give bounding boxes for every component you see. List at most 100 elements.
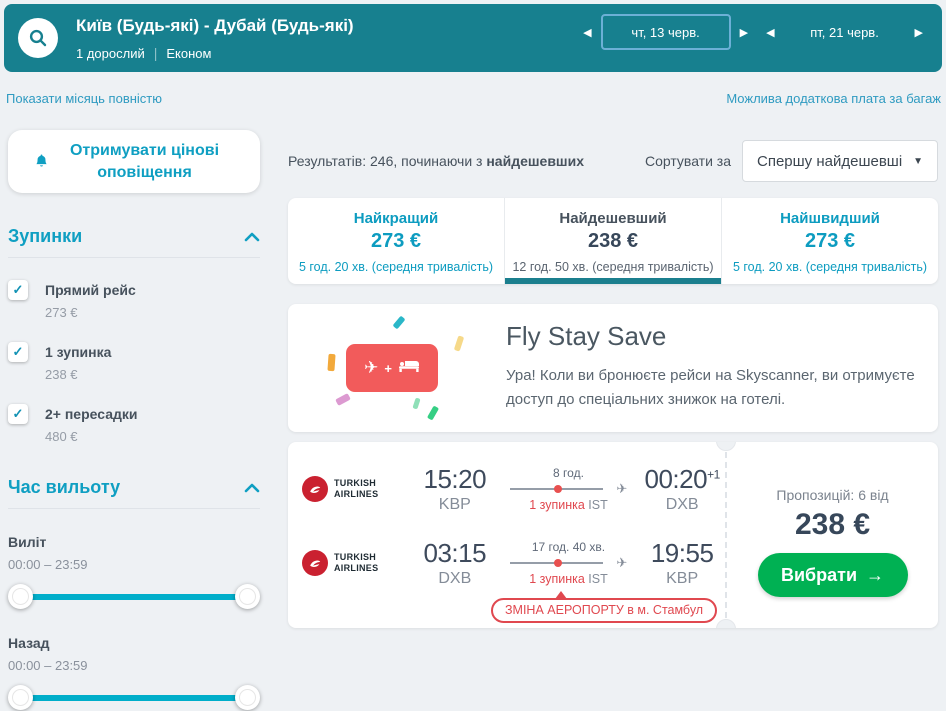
depart-date-prev-icon[interactable]: ◀ <box>583 26 592 39</box>
airline-logo: TURKISH AIRLINES <box>302 550 412 576</box>
sort-selected-value: Спершу найдешевші <box>757 152 903 170</box>
depart-date-selector[interactable]: чт, 13 черв. <box>600 14 731 50</box>
tab-price: 273 € <box>804 230 856 252</box>
leg-duration: 8 год. <box>553 466 584 480</box>
outbound-time-slider[interactable] <box>8 584 260 610</box>
price-panel: Пропозицій: 6 від 238 € Вибрати → <box>727 442 938 628</box>
airline-name: TURKISH AIRLINES <box>334 478 378 500</box>
ticket-perforation-divider <box>725 442 727 628</box>
outbound-time-range: 00:00 – 23:59 <box>8 557 88 573</box>
leg-duration-block: 17 год. 40 хв. ✈ 1 зупинка IST <box>498 540 640 586</box>
tab-price: 273 € <box>370 230 422 252</box>
results-main: Результатів: 246, починаючи з найдешевши… <box>288 126 938 628</box>
active-tab-underline <box>504 278 722 284</box>
outbound-time-label: Виліт <box>8 534 47 551</box>
airline-name-line1: TURKISH <box>334 478 377 489</box>
return-date-selector[interactable]: пт, 21 черв. <box>810 24 879 40</box>
section-divider <box>8 508 260 510</box>
departure-airport-code: KBP <box>438 496 471 513</box>
arrival-time: 19:55 <box>650 538 714 568</box>
arrival-endpoint: 19:55 KBP <box>639 538 725 588</box>
show-full-month-link[interactable]: Показати місяць повністю <box>6 91 163 106</box>
stops-option-label: 1 зупинка <box>45 344 112 361</box>
plus-sign: + <box>384 360 392 376</box>
stop-dot <box>554 485 563 493</box>
airline-name-line2: AIRLINES <box>334 563 379 573</box>
slider-handle-max[interactable] <box>235 584 260 610</box>
tab-label: Найшвидший <box>780 210 880 227</box>
turkish-airlines-icon <box>302 476 328 502</box>
cabin-class-label: Економ <box>166 45 212 61</box>
airline-name: TURKISH AIRLINES <box>334 552 378 574</box>
departure-time: 03:15 <box>423 538 487 568</box>
plane-icon: ✈ <box>364 358 379 377</box>
price-alerts-button[interactable]: Отримувати цінові оповіщення <box>8 130 260 194</box>
fly-stay-save-badge: ✈ + <box>346 344 438 392</box>
slider-handle-min[interactable] <box>8 584 33 610</box>
promo-card: ✈ + Fly Stay Save Ура! Коли ви бронюєте … <box>288 304 938 432</box>
confetti-piece <box>426 405 440 421</box>
times-collapse-chevron-icon[interactable] <box>244 477 260 498</box>
outbound-leg: TURKISH AIRLINES 15:20 KBP 8 год. ✈ <box>288 452 725 526</box>
stops-option-label: 2+ пересадки <box>45 406 138 423</box>
bell-icon <box>34 153 49 174</box>
search-icon[interactable] <box>18 18 58 58</box>
tab-cheapest[interactable]: Найдешевший 238 € 12 год. 50 хв. (середн… <box>504 198 721 284</box>
slider-handle-min[interactable] <box>8 685 33 711</box>
slider-track <box>12 594 256 601</box>
plane-icon: ✈ <box>616 481 628 496</box>
flight-result-card[interactable]: TURKISH AIRLINES 15:20 KBP 8 год. ✈ <box>288 442 938 628</box>
stops-option-direct: ✓ Прямий рейс 273 € <box>8 280 260 320</box>
stops-option-one-stop: ✓ 1 зупинка 238 € <box>8 342 260 382</box>
confetti-piece <box>453 335 465 352</box>
tab-label: Найкращий <box>353 210 439 227</box>
stops-option-price: 273 € <box>45 305 78 321</box>
baggage-fee-link[interactable]: Можлива додаткова плата за багаж <box>726 91 941 106</box>
tab-label: Найдешевший <box>559 210 667 227</box>
sort-dropdown[interactable]: Спершу найдешевші ▼ <box>742 140 938 182</box>
turkish-airlines-icon <box>302 550 328 576</box>
one-stop-checkbox[interactable]: ✓ <box>8 342 28 363</box>
airline-name-line2: AIRLINES <box>334 489 379 499</box>
return-time-slider[interactable] <box>8 685 260 711</box>
depart-date-next-icon[interactable]: ▶ <box>739 26 749 39</box>
return-date-next-icon[interactable]: ▶ <box>914 26 923 39</box>
select-button-label: Вибрати <box>780 564 858 585</box>
tab-duration: 12 год. 50 хв. (середня тривалість) <box>512 260 714 274</box>
route-title: Київ (Будь-які) - Дубай (Будь-які) <box>76 16 354 35</box>
section-divider <box>8 257 260 259</box>
two-plus-stops-checkbox[interactable]: ✓ <box>8 404 28 425</box>
results-summary-bold: найдешевших <box>486 153 584 169</box>
stops-count: 1 зупинка <box>529 498 585 512</box>
stops-collapse-chevron-icon[interactable] <box>244 226 260 247</box>
departure-times-section-title: Час вильоту <box>8 477 121 498</box>
tab-duration: 5 год. 20 хв. (середня тривалість) <box>732 260 928 274</box>
direct-flight-checkbox[interactable]: ✓ <box>8 280 28 301</box>
airport-change-warning: ЗМІНА АЕРОПОРТУ в м. Стамбул <box>491 591 718 623</box>
return-date-prev-icon[interactable]: ◀ <box>766 26 775 39</box>
sort-label: Сортувати за <box>644 153 731 169</box>
plane-icon: ✈ <box>616 555 628 570</box>
airline-logo: TURKISH AIRLINES <box>302 476 412 502</box>
arrival-airport-code: KBP <box>666 570 699 587</box>
departure-time: 15:20 <box>423 464 487 494</box>
departure-airport-code: DXB <box>438 570 472 587</box>
tab-duration: 5 год. 20 хв. (середня тривалість) <box>298 260 494 274</box>
departure-endpoint: 03:15 DXB <box>412 538 498 588</box>
confetti-piece <box>392 315 406 330</box>
tab-fastest[interactable]: Найшвидший 273 € 5 год. 20 хв. (середня … <box>721 198 938 284</box>
tab-best[interactable]: Найкращий 273 € 5 год. 20 хв. (середня т… <box>288 198 504 284</box>
return-leg: TURKISH AIRLINES 03:15 DXB 17 год. 40 хв… <box>288 526 725 600</box>
price-alerts-label: Отримувати цінові оповіщення <box>69 142 220 181</box>
stops-section-title: Зупинки <box>8 226 83 247</box>
offers-count-label: Пропозицій: 6 від <box>776 487 889 503</box>
stops-option-two-plus: ✓ 2+ пересадки 480 € <box>8 404 260 444</box>
flight-price: 238 € <box>794 508 871 541</box>
promo-illustration: ✈ + <box>288 304 506 432</box>
select-flight-button[interactable]: Вибрати → <box>757 553 908 597</box>
stops-option-label: Прямий рейс <box>45 282 136 299</box>
slider-handle-max[interactable] <box>235 685 260 711</box>
leg-duration-block: 8 год. ✈ 1 зупинка IST <box>498 466 640 512</box>
stops-count: 1 зупинка <box>529 572 585 586</box>
airline-name-line1: TURKISH <box>334 552 377 563</box>
